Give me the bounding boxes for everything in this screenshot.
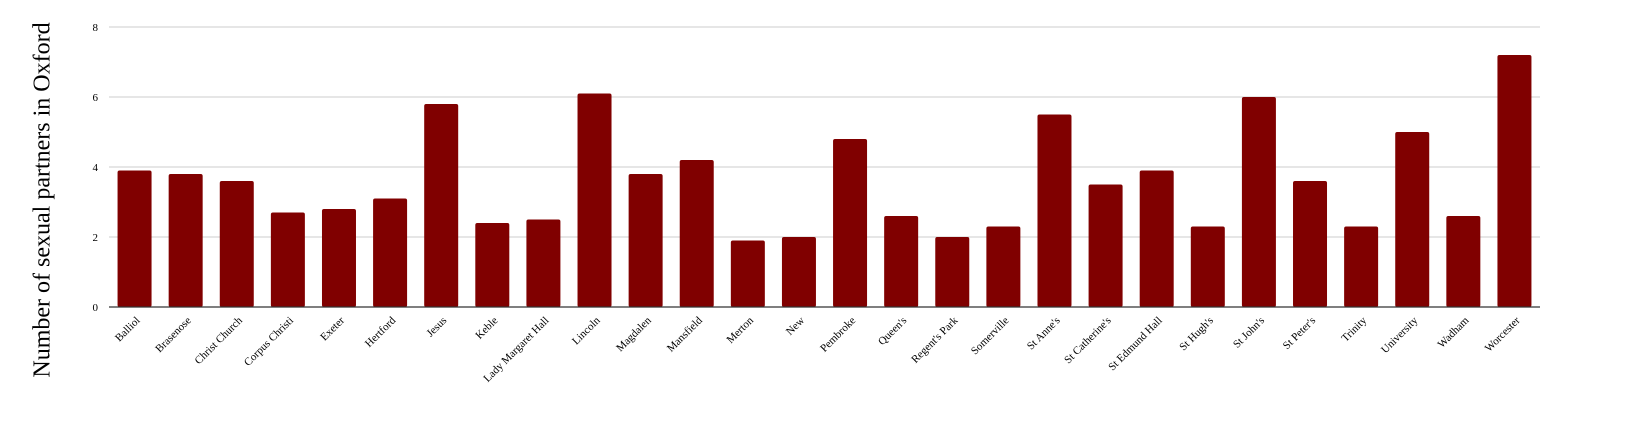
x-tick-label: Brasenose <box>153 315 194 356</box>
x-tick-label: St Anne's <box>1025 315 1063 353</box>
bar <box>424 104 459 307</box>
bar <box>1293 181 1328 307</box>
bars <box>117 55 1532 307</box>
x-tick-label: Regent's Park <box>909 314 961 366</box>
y-tick-label: 2 <box>93 232 99 244</box>
bar <box>1241 97 1276 307</box>
x-tick-label: St John's <box>1231 315 1267 351</box>
y-axis-ticks: 0 2 4 6 8 <box>93 22 99 314</box>
x-tick-label: Somerville <box>969 315 1012 358</box>
bar <box>1446 216 1481 307</box>
x-tick-label: Merton <box>725 314 757 346</box>
bar <box>1190 226 1225 307</box>
bar <box>270 212 305 307</box>
x-tick-label: Hertford <box>363 314 399 350</box>
x-tick-label: Trinity <box>1339 314 1369 344</box>
bar <box>168 174 203 307</box>
bar <box>1139 170 1174 307</box>
bar <box>781 237 816 307</box>
x-tick-label: Christ Church <box>193 314 246 367</box>
x-tick-label: Magdalen <box>614 314 654 354</box>
bar <box>1497 55 1532 307</box>
x-tick-label: Wadham <box>1436 314 1472 350</box>
bar <box>986 226 1021 307</box>
bar <box>321 209 356 307</box>
bar <box>628 174 663 307</box>
bar <box>1037 114 1072 307</box>
x-tick-label: Worcester <box>1483 314 1523 354</box>
bar <box>577 93 612 307</box>
x-tick-label: St Catherine's <box>1062 315 1114 367</box>
bar <box>730 240 765 307</box>
x-tick-label: Queen's <box>876 315 909 348</box>
y-tick-label: 8 <box>93 22 99 34</box>
bar <box>1088 184 1123 307</box>
bar <box>117 170 152 307</box>
bar <box>679 160 714 307</box>
y-axis-label: Number of sexual partners in Oxford <box>30 22 56 377</box>
x-tick-label: Exeter <box>318 314 347 343</box>
x-tick-label: New <box>784 315 807 338</box>
y-tick-label: 0 <box>93 302 99 314</box>
x-tick-label: Corpus Christi <box>242 315 296 369</box>
bar <box>935 237 970 307</box>
bar <box>884 216 919 307</box>
x-tick-label: Pembroke <box>818 315 858 355</box>
x-tick-label: Lincoln <box>570 314 603 347</box>
bar <box>1395 132 1430 307</box>
x-tick-label: St Hugh's <box>1177 315 1216 354</box>
bar <box>373 198 408 307</box>
x-tick-label: Mansfield <box>665 314 705 354</box>
x-tick-label: St Edmund Hall <box>1106 315 1165 374</box>
bar <box>475 223 510 307</box>
bar <box>833 139 868 307</box>
x-tick-label: University <box>1379 314 1421 356</box>
x-tick-label: Keble <box>473 315 500 342</box>
x-tick-label: Jesus <box>424 315 449 340</box>
bar <box>1344 226 1379 307</box>
x-tick-label: St Peter's <box>1281 315 1318 352</box>
x-tick-label: Balliol <box>113 315 143 345</box>
y-tick-label: 6 <box>93 92 99 104</box>
bar <box>219 181 254 307</box>
bar <box>526 219 561 307</box>
y-tick-label: 4 <box>93 162 99 174</box>
